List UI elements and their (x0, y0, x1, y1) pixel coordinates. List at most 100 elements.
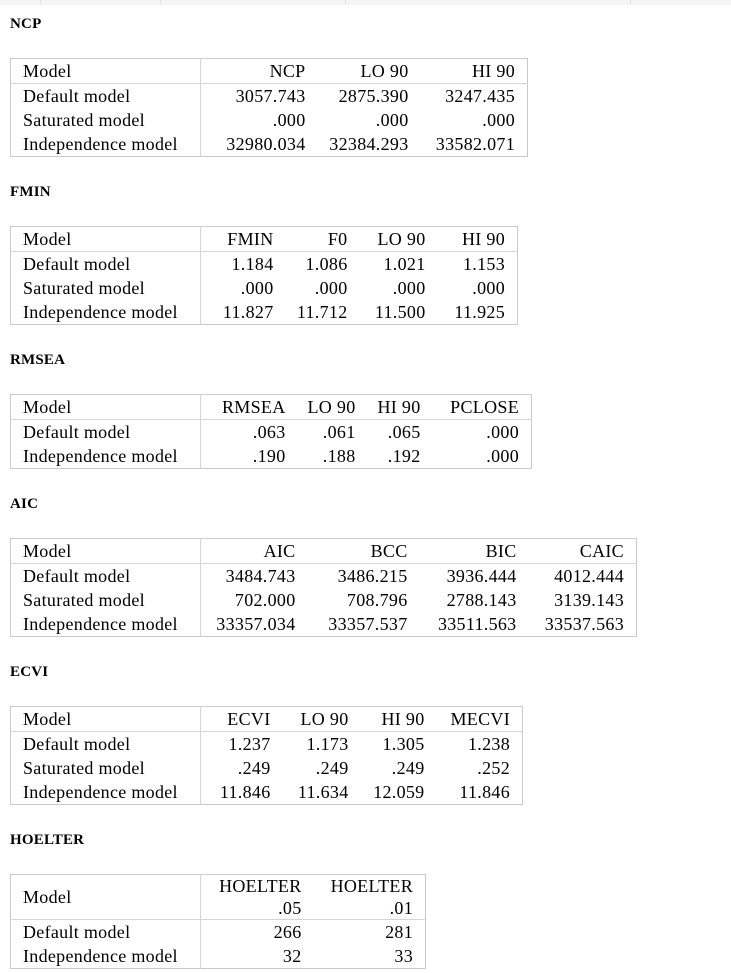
table-row-independence-model: Independence model 32980.034 32384.293 3358… (10, 132, 528, 157)
value-cell: 3247.435 (445, 86, 515, 106)
value-cell: .000 (375, 110, 409, 130)
value-cell: 33582.071 (435, 134, 515, 154)
value-cell: 281 (385, 922, 413, 942)
column-header-lo-90: LO 90 (317, 58, 421, 84)
column-header-lo-90: LO 90 (359, 226, 438, 252)
value-cell: .000 (472, 278, 505, 298)
value-cell: 11.827 (222, 302, 274, 322)
section-heading-rmsea: RMSEA (10, 352, 66, 368)
table-row-default-model: Default model 3484.743 3486.215 3936.444 401… (10, 563, 637, 588)
value-cell: 1.173 (306, 734, 349, 754)
table-row-default-model: Default model 1.184 1.086 1.021 1.153 (10, 251, 518, 276)
column-header-lo-90: LO 90 (297, 394, 368, 420)
value-cell: .000 (482, 110, 515, 130)
header-row: Model FMIN F0 LO 90 HI 90 (10, 226, 518, 252)
column-header-model: Model (10, 874, 201, 920)
value-cell: 4012.444 (554, 566, 624, 586)
column-header-hi-90: HI 90 (367, 394, 433, 420)
column-header-fmin: FMIN (200, 226, 286, 252)
value-cell: 266 (273, 922, 302, 942)
model-cell: Default model (10, 919, 201, 944)
value-cell: 1.086 (305, 254, 348, 274)
value-cell: 33357.537 (328, 614, 408, 634)
table-row-default-model: Default model 266 281 (10, 919, 426, 944)
column-header-hi-90: HI 90 (360, 706, 437, 732)
hoelter-table: Model HOELTER .05 HOELTER .01 Default model 26… (10, 874, 426, 969)
value-cell: 12.059 (373, 782, 425, 802)
model-cell: Saturated model (10, 276, 201, 300)
model-cell: Default model (10, 251, 201, 276)
value-cell: 11.500 (374, 302, 426, 322)
column-header-pclose: PCLOSE (432, 394, 532, 420)
value-cell: 3484.743 (225, 566, 296, 586)
value-cell: 11.925 (454, 302, 505, 322)
table-row-saturated-model: Saturated model .249 .249 .249 .252 (10, 756, 523, 780)
rmsea-table: Model RMSEA LO 90 HI 90 PCLOSE Default model.… (10, 394, 532, 469)
value-cell: 2788.143 (446, 590, 517, 610)
column-header-model: Model (10, 538, 201, 564)
value-cell: 11.634 (297, 782, 349, 802)
section-heading-hoelter: HOELTER (10, 832, 85, 848)
value-cell: .000 (392, 278, 426, 298)
value-cell: .000 (314, 278, 348, 298)
table-row-saturated-model: Saturated model 702.000 708.796 2788.143 313… (10, 588, 637, 612)
value-cell: 3486.215 (337, 566, 408, 586)
column-header-mecvi: MECVI (436, 706, 523, 732)
value-cell: 32 (282, 946, 302, 966)
model-cell: Saturated model (10, 108, 201, 132)
column-divider-line (160, 0, 161, 5)
column-divider-line (40, 0, 41, 5)
column-header-rmsea: RMSEA (200, 394, 298, 420)
value-cell: .249 (237, 758, 271, 778)
header-row: Model HOELTER .05 HOELTER .01 (10, 874, 426, 920)
model-cell: Default model (10, 419, 201, 444)
ncp-table: Model NCP LO 90 HI 90 Default model 3057.743 2… (10, 58, 528, 157)
column-header-model: Model (10, 706, 201, 732)
table-row-independence-model: Independence model 11.846 11.634 12.059 11.8… (10, 780, 523, 805)
section-heading-ncp: NCP (10, 16, 42, 32)
value-cell: 11.846 (459, 782, 510, 802)
value-cell: .190 (252, 446, 286, 466)
model-cell: Independence model (10, 944, 201, 969)
value-cell: 32980.034 (226, 134, 306, 154)
value-cell: 33357.034 (216, 614, 296, 634)
column-header-line: HOELTER (219, 876, 302, 896)
table-row-default-model: Default model .063 .061 .065 .000 (10, 419, 532, 444)
header-row: Model NCP LO 90 HI 90 (10, 58, 528, 84)
model-cell: Independence model (10, 612, 201, 637)
value-cell: 1.237 (228, 734, 271, 754)
model-cell: Default model (10, 731, 201, 756)
value-cell: 2875.390 (338, 86, 409, 106)
column-header-model: Model (10, 394, 201, 420)
section-heading-ecvi: ECVI (10, 664, 49, 680)
header-row: Model AIC BCC BIC CAIC (10, 538, 637, 564)
column-header-ecvi: ECVI (200, 706, 283, 732)
value-cell: 1.238 (468, 734, 510, 754)
value-cell: .188 (322, 446, 356, 466)
column-header-hoelter-01: HOELTER .01 (313, 874, 426, 920)
value-cell: .065 (387, 422, 421, 442)
aic-table: Model AIC BCC BIC CAIC Default model 3484.743 3… (10, 538, 637, 637)
ecvi-table: Model ECVI LO 90 HI 90 MECVI Default model 1.2… (10, 706, 523, 805)
value-cell: 33537.563 (544, 614, 624, 634)
table-row-independence-model: Independence model 33357.034 33357.537 3351… (10, 612, 637, 637)
column-divider-line (345, 0, 346, 5)
value-cell: .000 (240, 278, 274, 298)
value-cell: 3057.743 (235, 86, 306, 106)
value-cell: 33511.563 (437, 614, 517, 634)
table-row-saturated-model: Saturated model .000 .000 .000 (10, 108, 528, 132)
fmin-table: Model FMIN F0 LO 90 HI 90 Default model 1.184 1… (10, 226, 518, 325)
value-cell: 708.796 (346, 590, 408, 610)
value-cell: .000 (272, 110, 306, 130)
table-row-default-model: Default model 1.237 1.173 1.305 1.238 (10, 731, 523, 756)
model-cell: Independence model (10, 780, 201, 805)
column-header-f0: F0 (285, 226, 360, 252)
table-row-independence-model: Independence model 11.827 11.712 11.500 11.9… (10, 300, 518, 325)
value-cell: 33 (394, 946, 413, 966)
value-cell: 11.712 (296, 302, 348, 322)
column-header-hoelter-05: HOELTER .05 (200, 874, 314, 920)
column-header-model: Model (10, 58, 201, 84)
column-header-line: HOELTER (330, 876, 413, 896)
value-cell: .063 (252, 422, 286, 442)
